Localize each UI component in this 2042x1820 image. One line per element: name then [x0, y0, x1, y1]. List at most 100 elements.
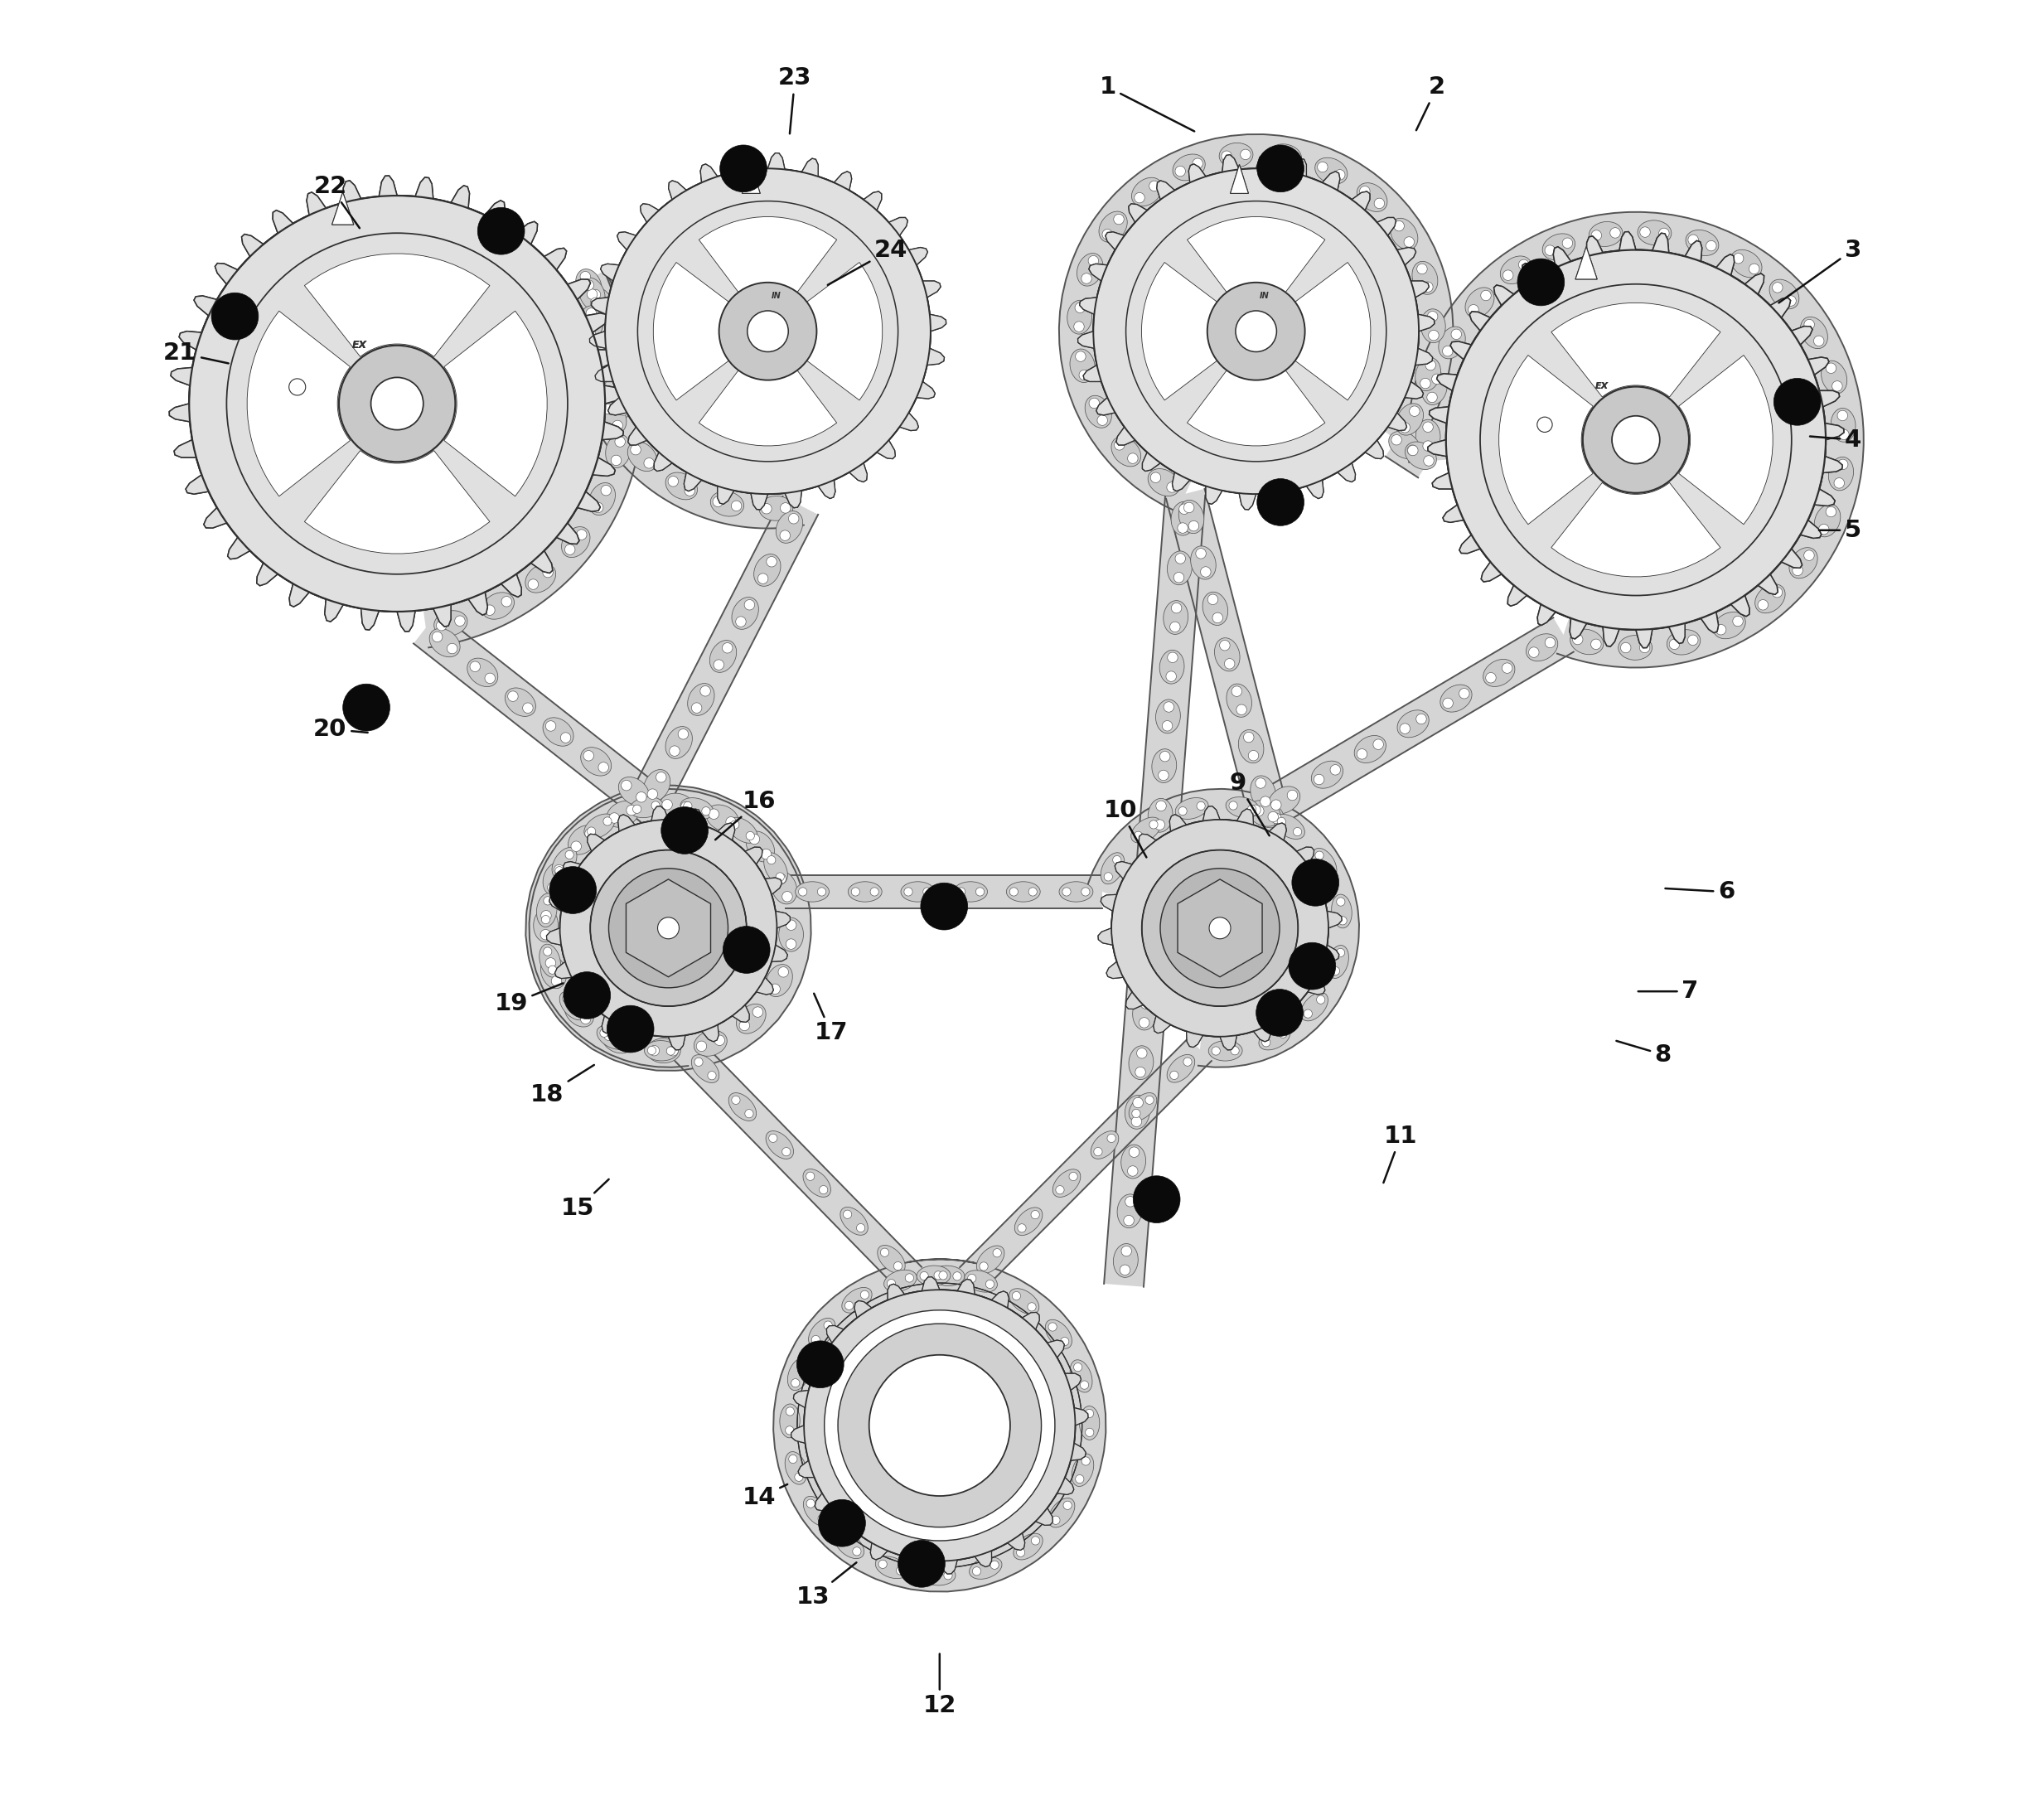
Circle shape — [584, 828, 596, 839]
Circle shape — [290, 379, 306, 395]
Circle shape — [1813, 335, 1824, 346]
Circle shape — [339, 346, 455, 462]
Ellipse shape — [1172, 155, 1205, 180]
Circle shape — [598, 306, 609, 317]
Polygon shape — [525, 786, 811, 1070]
Ellipse shape — [539, 945, 562, 977]
Ellipse shape — [753, 553, 780, 586]
Ellipse shape — [1391, 218, 1417, 249]
Text: 8: 8 — [1617, 1041, 1670, 1067]
Circle shape — [568, 999, 578, 1010]
Circle shape — [1162, 721, 1172, 732]
Circle shape — [1423, 455, 1433, 466]
Ellipse shape — [533, 908, 557, 943]
Circle shape — [1293, 828, 1301, 835]
Circle shape — [1374, 198, 1384, 209]
Circle shape — [1431, 373, 1442, 384]
Polygon shape — [1078, 153, 1433, 510]
Circle shape — [662, 806, 709, 854]
Ellipse shape — [1482, 659, 1515, 686]
Circle shape — [1211, 1046, 1221, 1056]
Circle shape — [1834, 479, 1844, 488]
Circle shape — [1572, 633, 1583, 644]
Circle shape — [1056, 1185, 1064, 1194]
Circle shape — [788, 1454, 796, 1463]
Ellipse shape — [1501, 257, 1532, 284]
Ellipse shape — [1413, 262, 1438, 295]
Circle shape — [1538, 417, 1552, 431]
Circle shape — [1076, 351, 1086, 362]
Circle shape — [1235, 704, 1248, 715]
Ellipse shape — [788, 1358, 811, 1390]
Circle shape — [1137, 1048, 1148, 1059]
Ellipse shape — [1125, 1096, 1150, 1128]
Circle shape — [1070, 1172, 1078, 1181]
Circle shape — [1517, 258, 1564, 306]
Circle shape — [1160, 868, 1280, 988]
Circle shape — [1338, 917, 1348, 925]
Text: 3: 3 — [1779, 238, 1862, 302]
Ellipse shape — [1331, 894, 1352, 928]
Circle shape — [647, 1046, 655, 1056]
Ellipse shape — [1178, 501, 1205, 533]
Circle shape — [1150, 821, 1158, 828]
Circle shape — [1705, 240, 1717, 251]
Polygon shape — [1166, 490, 1289, 821]
Circle shape — [1121, 1247, 1131, 1256]
Text: 19: 19 — [494, 983, 564, 1016]
Circle shape — [1074, 1363, 1082, 1372]
Circle shape — [1113, 215, 1123, 224]
Ellipse shape — [564, 997, 594, 1026]
Circle shape — [1423, 422, 1433, 431]
Circle shape — [584, 750, 594, 761]
Circle shape — [1415, 713, 1427, 724]
Circle shape — [782, 1147, 790, 1156]
Circle shape — [870, 1354, 1011, 1496]
Ellipse shape — [435, 610, 468, 635]
Circle shape — [1131, 1116, 1141, 1127]
Circle shape — [1029, 888, 1037, 895]
Ellipse shape — [764, 852, 788, 885]
Circle shape — [819, 1514, 827, 1523]
Polygon shape — [1078, 153, 1433, 510]
Ellipse shape — [1252, 801, 1284, 828]
Ellipse shape — [1129, 1046, 1154, 1079]
Circle shape — [1391, 435, 1401, 446]
Ellipse shape — [1821, 360, 1848, 393]
Circle shape — [1270, 799, 1280, 810]
Ellipse shape — [760, 497, 792, 521]
Circle shape — [1207, 595, 1217, 604]
Circle shape — [1315, 852, 1323, 859]
Circle shape — [854, 1547, 862, 1556]
Ellipse shape — [1227, 684, 1252, 717]
Circle shape — [649, 1045, 660, 1056]
Ellipse shape — [1666, 630, 1701, 655]
Polygon shape — [547, 806, 790, 1050]
Circle shape — [1734, 615, 1744, 626]
Polygon shape — [1231, 164, 1248, 193]
Circle shape — [721, 146, 768, 193]
Circle shape — [1197, 801, 1205, 810]
Circle shape — [762, 848, 772, 859]
Circle shape — [1286, 790, 1297, 801]
Ellipse shape — [1801, 317, 1828, 349]
Text: 21: 21 — [163, 342, 229, 364]
Circle shape — [819, 1500, 866, 1547]
Polygon shape — [627, 879, 711, 977]
Ellipse shape — [1113, 1243, 1137, 1278]
Circle shape — [702, 806, 711, 815]
Ellipse shape — [1770, 280, 1799, 309]
Circle shape — [1250, 804, 1260, 815]
Circle shape — [786, 919, 796, 930]
Circle shape — [1193, 158, 1203, 169]
Circle shape — [1325, 868, 1333, 875]
Circle shape — [1158, 770, 1168, 781]
Circle shape — [894, 1261, 903, 1270]
Ellipse shape — [1084, 395, 1111, 428]
Ellipse shape — [1638, 220, 1672, 246]
Circle shape — [1074, 322, 1084, 331]
Circle shape — [796, 1341, 843, 1389]
Text: 16: 16 — [715, 790, 776, 839]
Polygon shape — [676, 1039, 921, 1290]
Circle shape — [735, 617, 745, 626]
